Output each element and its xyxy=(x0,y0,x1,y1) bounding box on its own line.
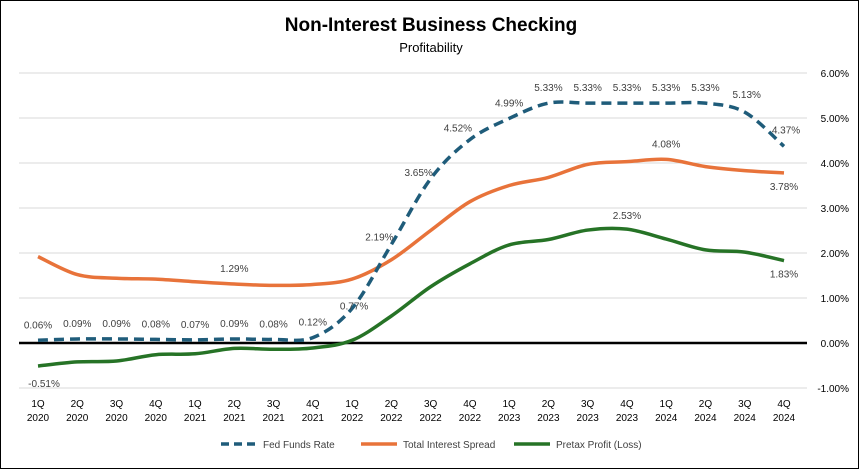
chart-subtitle: Profitability xyxy=(399,40,463,55)
series-line-fed-funds-rate xyxy=(37,100,786,343)
y-tick-label: 3.00% xyxy=(821,204,849,215)
x-tick-year: 2020 xyxy=(66,413,89,424)
data-label-fed-funds: 5.33% xyxy=(574,83,602,94)
x-tick-year: 2022 xyxy=(459,413,482,424)
x-tick-year: 2020 xyxy=(105,413,128,424)
x-tick-year: 2024 xyxy=(694,413,717,424)
data-label-fed-funds: 0.09% xyxy=(102,319,130,330)
x-tick-quarter: 4Q xyxy=(620,399,634,410)
x-tick-year: 2024 xyxy=(655,413,678,424)
x-tick-quarter: 3Q xyxy=(267,399,281,410)
y-tick-label: 2.00% xyxy=(821,249,849,260)
x-tick-quarter: 1Q xyxy=(188,399,202,410)
y-tick-label: 5.00% xyxy=(821,114,849,125)
x-tick-quarter: 4Q xyxy=(777,399,791,410)
x-tick-year: 2022 xyxy=(341,413,364,424)
data-label-pretax-profit: -0.51% xyxy=(28,379,60,390)
series-line-total-interest-spread xyxy=(37,157,785,288)
y-tick-label: 0.00% xyxy=(821,339,849,350)
y-tick-label: -1.00% xyxy=(817,384,849,395)
x-tick-quarter: 3Q xyxy=(424,399,438,410)
x-tick-year: 2021 xyxy=(302,413,325,424)
x-tick-year: 2023 xyxy=(537,413,560,424)
x-tick-quarter: 1Q xyxy=(345,399,359,410)
x-tick-year: 2020 xyxy=(27,413,50,424)
x-tick-quarter: 4Q xyxy=(149,399,163,410)
data-label-fed-funds: 0.08% xyxy=(259,319,287,330)
x-tick-year: 2023 xyxy=(498,413,521,424)
y-tick-label: 4.00% xyxy=(821,159,849,170)
x-tick-year: 2021 xyxy=(223,413,246,424)
data-label-fed-funds: 4.99% xyxy=(495,98,523,109)
data-label-pretax-profit: 2.53% xyxy=(613,211,641,222)
x-tick-quarter: 3Q xyxy=(581,399,595,410)
legend-label-pretax-profit-loss: Pretax Profit (Loss) xyxy=(556,440,642,451)
x-tick-year: 2023 xyxy=(577,413,600,424)
x-tick-year: 2024 xyxy=(773,413,796,424)
data-label-fed-funds: 5.33% xyxy=(613,83,641,94)
data-label-total-interest-spread: 3.78% xyxy=(770,182,798,193)
x-tick-quarter: 1Q xyxy=(660,399,674,410)
data-label-fed-funds: 4.37% xyxy=(772,125,800,136)
data-label-pretax-profit: 1.83% xyxy=(770,270,798,281)
y-tick-label: 6.00% xyxy=(821,69,849,80)
x-tick-year: 2022 xyxy=(420,413,443,424)
x-tick-year: 2021 xyxy=(184,413,207,424)
data-label-total-interest-spread: 4.08% xyxy=(652,139,680,150)
data-label-fed-funds: 0.09% xyxy=(63,319,91,330)
x-tick-quarter: 3Q xyxy=(738,399,752,410)
legend-label-total-interest-spread: Total Interest Spread xyxy=(403,440,495,451)
x-tick-quarter: 3Q xyxy=(110,399,124,410)
data-label-fed-funds: 5.33% xyxy=(652,83,680,94)
x-tick-year: 2024 xyxy=(734,413,757,424)
x-tick-year: 2021 xyxy=(262,413,285,424)
x-tick-quarter: 2Q xyxy=(71,399,85,410)
legend-label-fed-funds-rate: Fed Funds Rate xyxy=(263,440,335,451)
y-axis-ticks: -1.00% 0.00% 1.00% 2.00% 3.00% 4.00% 5.00% 6.00… xyxy=(817,69,849,395)
data-label-fed-funds: 2.19% xyxy=(365,232,393,243)
data-label-fed-funds: 3.65% xyxy=(404,168,432,179)
data-label-fed-funds: 0.77% xyxy=(340,301,368,312)
data-label-fed-funds: 5.13% xyxy=(733,90,761,101)
x-tick-quarter: 4Q xyxy=(463,399,477,410)
x-tick-quarter: 2Q xyxy=(228,399,242,410)
data-label-fed-funds: 0.12% xyxy=(299,318,327,329)
gridlines xyxy=(19,72,807,389)
x-axis-ticks: 1Q 2020 2Q 2020 3Q 2020 4Q 2020 1Q 2021 2Q 2021 3Q 20… xyxy=(27,399,796,424)
y-tick-label: 1.00% xyxy=(821,294,849,305)
x-tick-quarter: 2Q xyxy=(385,399,399,410)
data-label-fed-funds: 0.06% xyxy=(24,320,52,331)
data-label-fed-funds: 0.08% xyxy=(142,319,170,330)
x-tick-quarter: 2Q xyxy=(699,399,713,410)
data-label-fed-funds: 4.52% xyxy=(444,124,472,135)
x-tick-quarter: 4Q xyxy=(306,399,320,410)
series-line-pretax-profit-loss xyxy=(37,226,785,368)
x-tick-year: 2022 xyxy=(380,413,403,424)
x-tick-quarter: 2Q xyxy=(542,399,556,410)
data-label-fed-funds: 0.09% xyxy=(220,319,248,330)
series-lines xyxy=(37,100,786,368)
data-labels: 0.06% 0.09% 0.09% 0.08% 0.07% 0.09% 0.08% 0.12%… xyxy=(24,83,800,390)
x-tick-year: 2023 xyxy=(616,413,639,424)
chart-title: Non-Interest Business Checking xyxy=(285,15,577,36)
x-tick-year: 2020 xyxy=(145,413,168,424)
data-label-fed-funds: 5.33% xyxy=(534,83,562,94)
x-tick-quarter: 1Q xyxy=(502,399,516,410)
x-tick-quarter: 1Q xyxy=(31,399,45,410)
data-label-fed-funds: 0.07% xyxy=(181,320,209,331)
data-label-fed-funds: 5.33% xyxy=(691,83,719,94)
legend: Fed Funds Rate Total Interest Spread Preta… xyxy=(221,440,642,451)
data-label-total-interest-spread: 1.29% xyxy=(220,264,248,275)
